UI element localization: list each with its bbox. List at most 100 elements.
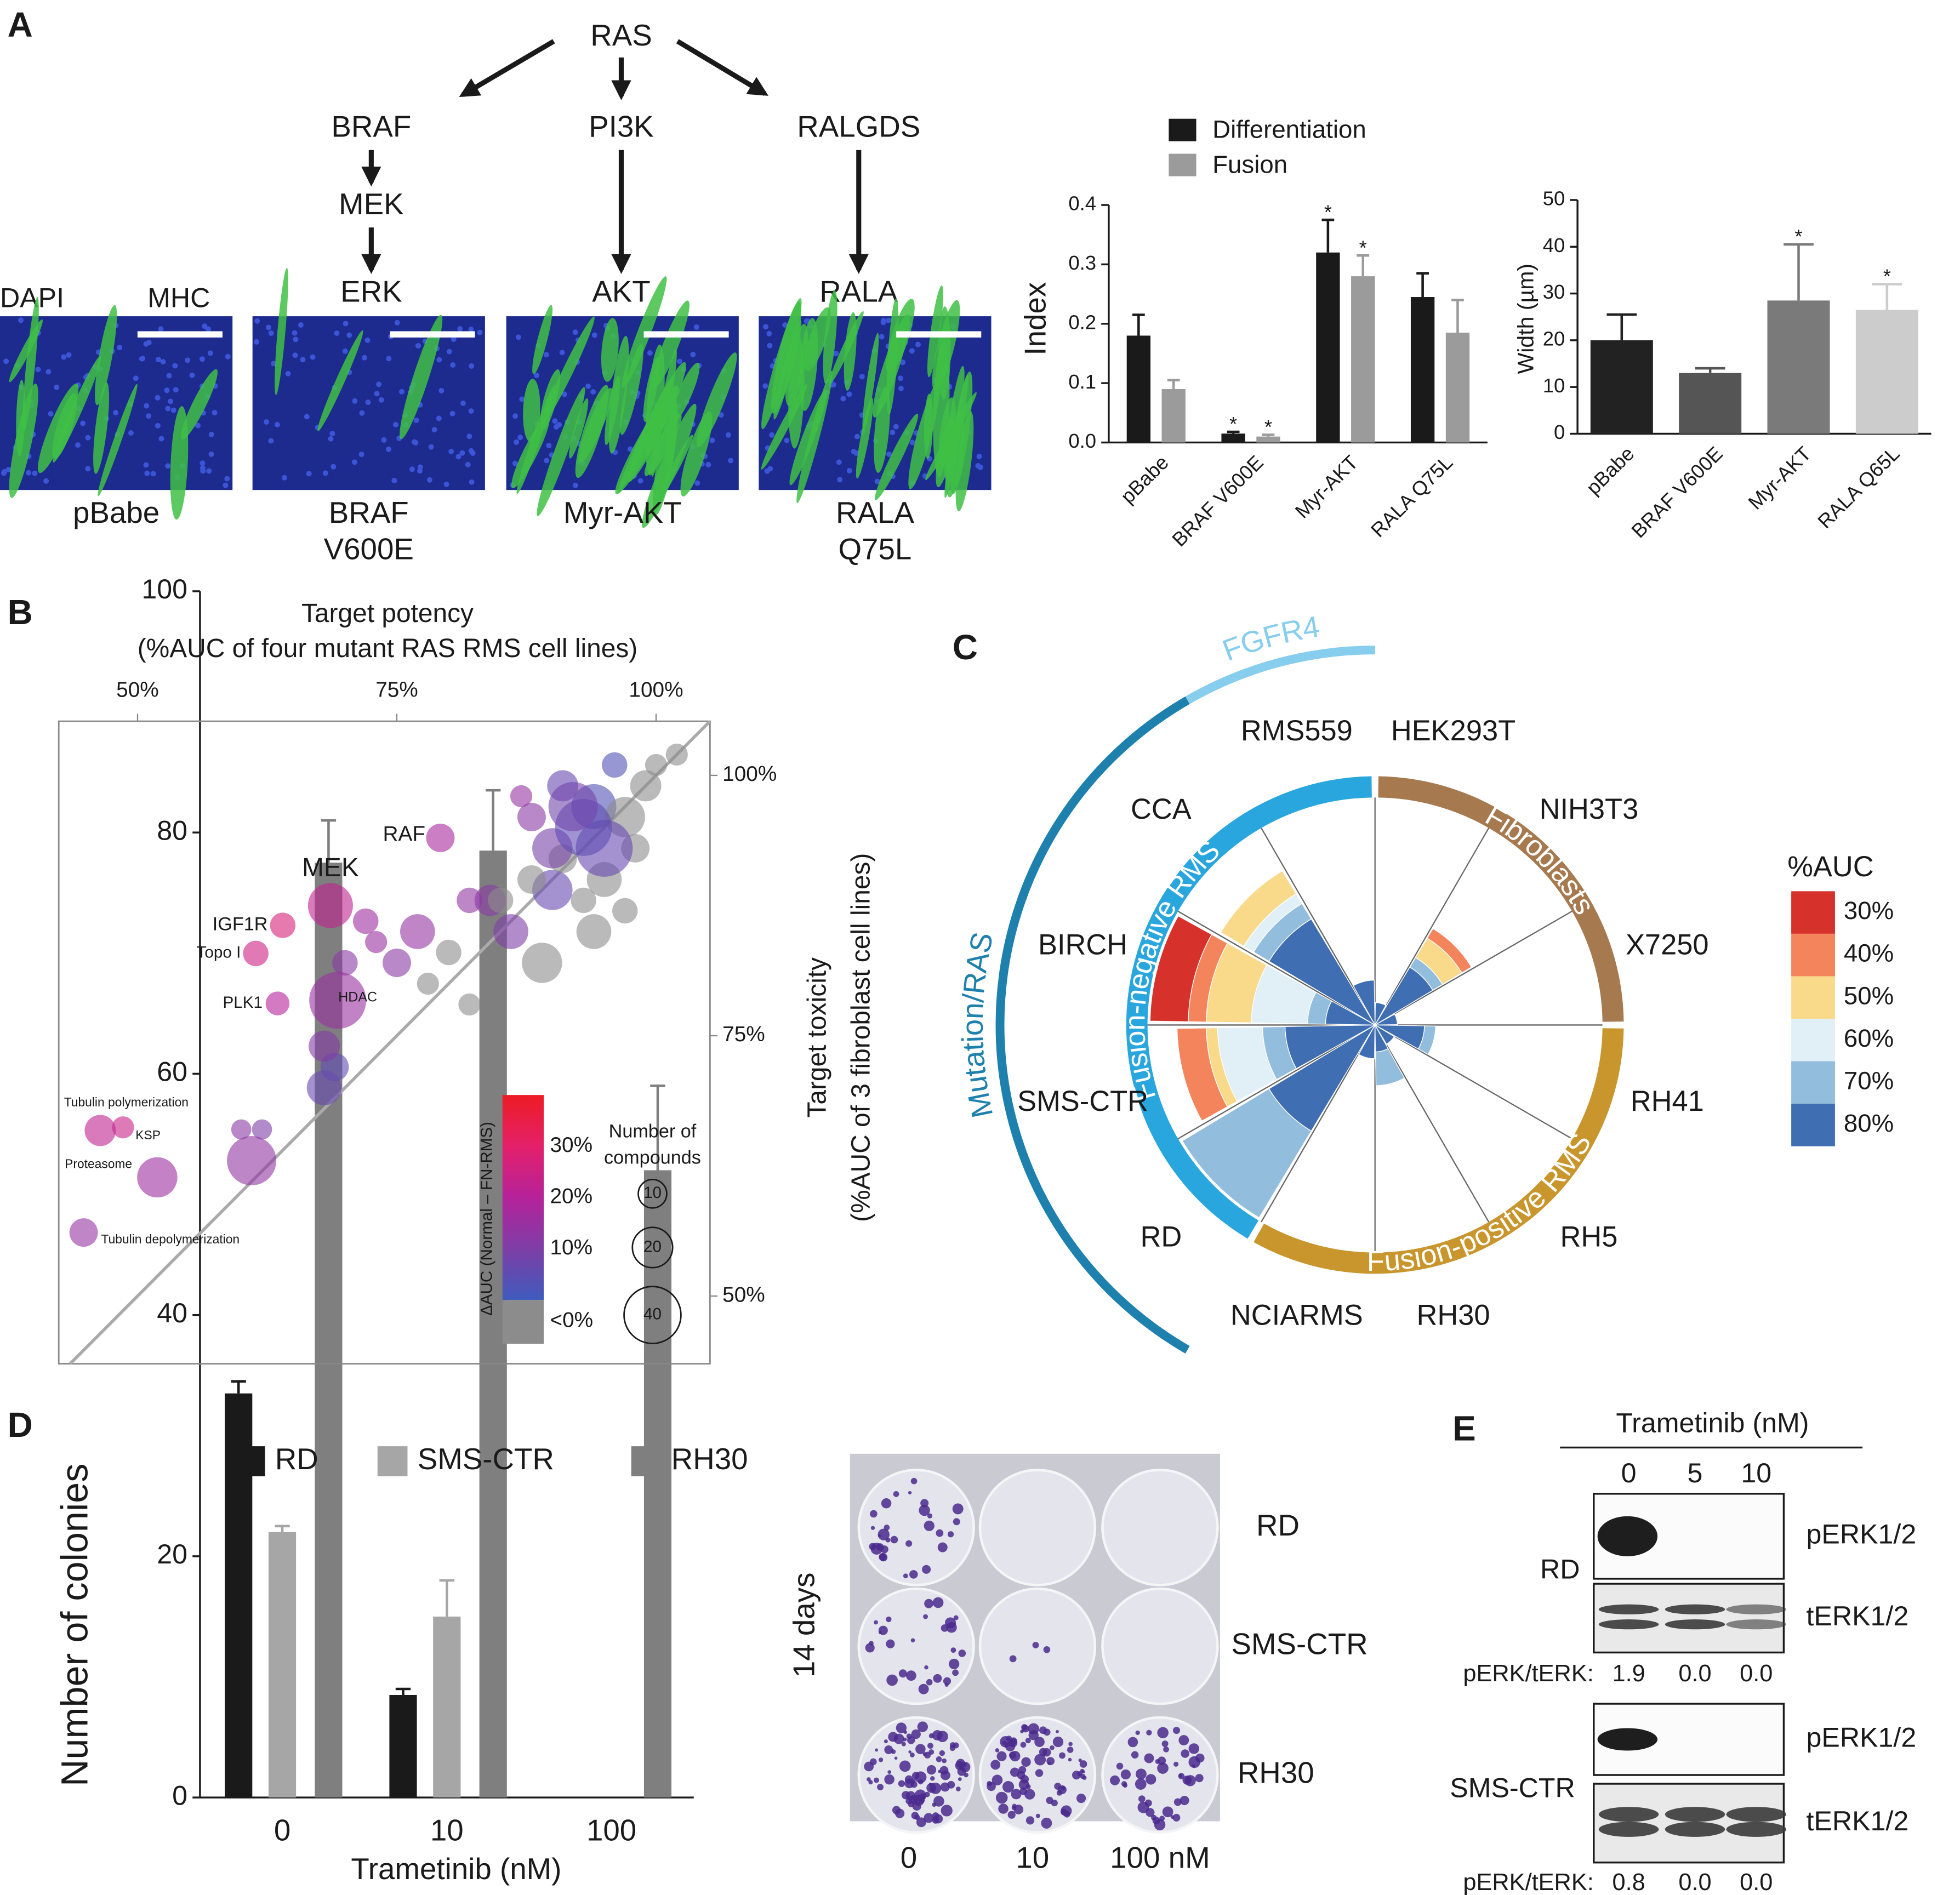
colony bbox=[939, 1750, 945, 1756]
ratio-value: 0.0 bbox=[1740, 1660, 1773, 1687]
category-label: SMS-CTR bbox=[1017, 1086, 1148, 1117]
plate-row-label: RH30 bbox=[1238, 1755, 1314, 1789]
nucleus bbox=[144, 471, 150, 476]
nucleus bbox=[362, 355, 367, 361]
y-tick-label: 60 bbox=[157, 1057, 187, 1087]
colony bbox=[886, 1617, 891, 1622]
bubble bbox=[426, 824, 454, 852]
colony bbox=[887, 1770, 891, 1774]
colony bbox=[959, 1649, 966, 1657]
nucleus bbox=[763, 324, 768, 329]
colony bbox=[948, 1531, 954, 1537]
well bbox=[1103, 1589, 1218, 1704]
nucleus bbox=[254, 339, 259, 345]
nucleus bbox=[165, 406, 170, 412]
colony bbox=[909, 1570, 918, 1579]
y-tick-label: 40 bbox=[157, 1298, 187, 1328]
bubble bbox=[243, 941, 268, 966]
y-tick-label: 0.1 bbox=[1068, 370, 1096, 393]
nucleus bbox=[212, 410, 218, 415]
bar bbox=[433, 1617, 460, 1797]
bubble bbox=[517, 865, 546, 894]
nucleus bbox=[859, 374, 865, 379]
nucleus bbox=[512, 413, 518, 419]
nucleus bbox=[769, 432, 774, 438]
legend-label: 30% bbox=[1844, 897, 1894, 924]
colony bbox=[938, 1543, 948, 1552]
legend-swatch bbox=[378, 1446, 408, 1476]
colony bbox=[891, 1536, 898, 1544]
nucleus bbox=[879, 334, 885, 340]
colony bbox=[995, 1748, 1000, 1753]
colorbar-tick-label: <0% bbox=[550, 1308, 593, 1332]
bar bbox=[644, 1170, 671, 1797]
size-legend-title: Number of bbox=[609, 1121, 697, 1142]
x-tick-label: 100% bbox=[629, 678, 683, 702]
bar bbox=[1856, 310, 1918, 433]
bubble bbox=[645, 754, 667, 776]
y-tick-label: 0.2 bbox=[1068, 311, 1096, 333]
colony bbox=[1178, 1773, 1184, 1779]
nucleus bbox=[173, 387, 179, 392]
colony bbox=[953, 1503, 964, 1514]
colony bbox=[1041, 1818, 1052, 1829]
nucleus bbox=[449, 411, 455, 416]
blot-band bbox=[1727, 1619, 1786, 1629]
bubble bbox=[137, 1157, 177, 1197]
nucleus bbox=[206, 468, 212, 473]
nucleus bbox=[117, 345, 122, 350]
colony bbox=[1002, 1781, 1014, 1793]
blot-band bbox=[1599, 1619, 1659, 1629]
bubble bbox=[227, 1136, 276, 1185]
colony bbox=[996, 1751, 1006, 1761]
colony bbox=[1181, 1749, 1189, 1758]
category-label: RMS559 bbox=[1241, 715, 1353, 747]
x-tick-label: 50% bbox=[116, 678, 159, 702]
y-tick-label: 75% bbox=[722, 1023, 765, 1046]
y-axis-label: Number of colonies bbox=[54, 1464, 95, 1786]
nucleus bbox=[460, 401, 466, 406]
colony bbox=[879, 1626, 888, 1635]
nucleus bbox=[590, 389, 596, 395]
nucleus bbox=[331, 464, 336, 470]
bar bbox=[1411, 297, 1434, 442]
bubble bbox=[270, 912, 295, 938]
nucleus bbox=[977, 454, 982, 459]
nucleus bbox=[80, 420, 86, 426]
nucleus bbox=[436, 357, 442, 363]
bubble bbox=[577, 914, 612, 949]
nucleus bbox=[455, 454, 461, 459]
colony bbox=[1163, 1746, 1169, 1753]
colony bbox=[933, 1674, 942, 1683]
colony bbox=[958, 1767, 966, 1776]
y-tick-label: 20 bbox=[1543, 328, 1565, 350]
colony bbox=[933, 1814, 943, 1824]
bubble-label: Tubulin depolymerization bbox=[101, 1232, 240, 1246]
bubble bbox=[365, 931, 387, 953]
colony bbox=[1157, 1727, 1169, 1739]
colony bbox=[1050, 1745, 1055, 1750]
nucleus bbox=[690, 352, 696, 357]
blot-band bbox=[1665, 1822, 1725, 1837]
blot-band bbox=[1727, 1605, 1786, 1614]
legend-swatch bbox=[1169, 154, 1196, 176]
colony bbox=[879, 1553, 887, 1561]
colony bbox=[1138, 1795, 1146, 1802]
nucleus bbox=[728, 458, 733, 463]
x-tick-label: 100 bbox=[586, 1813, 636, 1847]
colony bbox=[871, 1526, 875, 1530]
bubble-label: Topo I bbox=[197, 944, 241, 962]
nucleus bbox=[254, 318, 260, 324]
colony bbox=[868, 1780, 873, 1784]
colony bbox=[1137, 1802, 1149, 1813]
colony bbox=[919, 1684, 929, 1694]
colony bbox=[930, 1783, 941, 1794]
nucleus bbox=[208, 452, 214, 457]
colony bbox=[1146, 1774, 1156, 1784]
micrograph-caption: RALA bbox=[836, 495, 914, 529]
nucleus bbox=[376, 381, 381, 387]
ratio-value: 0.0 bbox=[1740, 1869, 1773, 1895]
nucleus bbox=[677, 358, 682, 364]
nucleus bbox=[202, 323, 207, 329]
colony bbox=[1072, 1771, 1081, 1779]
